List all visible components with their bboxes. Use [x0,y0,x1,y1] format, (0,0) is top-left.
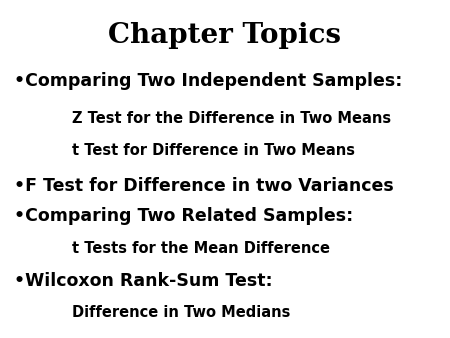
Text: Chapter Topics: Chapter Topics [108,22,342,49]
Text: Z Test for the Difference in Two Means: Z Test for the Difference in Two Means [72,111,391,126]
Text: •Comparing Two Related Samples:: •Comparing Two Related Samples: [14,207,353,225]
Text: t Tests for the Mean Difference: t Tests for the Mean Difference [72,241,330,256]
Text: Difference in Two Medians: Difference in Two Medians [72,305,290,320]
Text: •Comparing Two Independent Samples:: •Comparing Two Independent Samples: [14,72,402,90]
Text: •F Test for Difference in two Variances: •F Test for Difference in two Variances [14,177,393,195]
Text: •Wilcoxon Rank-Sum Test:: •Wilcoxon Rank-Sum Test: [14,271,272,290]
Text: t Test for Difference in Two Means: t Test for Difference in Two Means [72,143,355,158]
